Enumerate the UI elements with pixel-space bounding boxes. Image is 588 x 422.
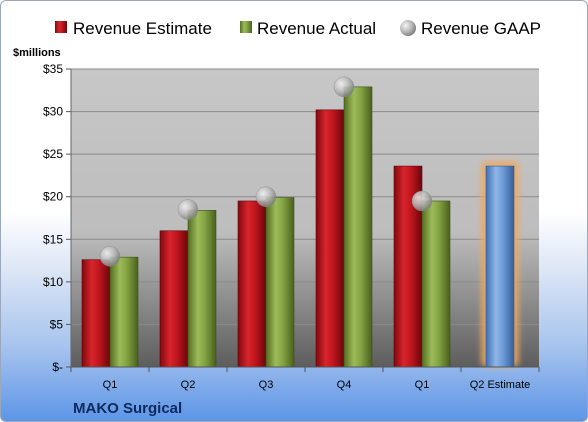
legend-swatch-revenue-estimate xyxy=(55,21,67,33)
x-tick-label: Q2 xyxy=(181,379,196,391)
y-tick-label: $5 xyxy=(50,317,64,331)
bar-revenue-estimate-2 xyxy=(237,200,267,368)
bar-revenue-estimate-1 xyxy=(159,230,189,368)
point-revenue-gaap-2 xyxy=(255,186,277,207)
point-revenue-gaap-1 xyxy=(177,199,199,220)
plot-area xyxy=(71,69,539,367)
y-tick-label: $- xyxy=(52,360,63,374)
bars-layer xyxy=(81,86,519,368)
legend-swatch-revenue-gaap xyxy=(400,20,416,36)
x-axis: Q1 Q2 Q3 Q4 Q1 Q2 Estimate xyxy=(70,366,540,391)
y-tick-label: $20 xyxy=(43,190,63,204)
legend-label-revenue-gaap: Revenue GAAP xyxy=(421,19,541,38)
chart-title: MAKO Surgical xyxy=(73,400,182,417)
x-tick-label: Q1 xyxy=(103,379,118,391)
y-axis: $- $5 $10 $15 $20 $25 $30 $35 xyxy=(43,62,72,374)
y-axis-label: $millions xyxy=(13,47,61,59)
point-revenue-gaap-0 xyxy=(99,246,121,267)
gridlines xyxy=(71,68,539,368)
point-revenue-gaap-3 xyxy=(333,76,355,98)
gaap-points-layer xyxy=(99,76,433,267)
legend-swatch-revenue-actual xyxy=(240,21,252,33)
legend-label-revenue-estimate: Revenue Estimate xyxy=(73,19,212,38)
x-tick-label: Q3 xyxy=(259,379,274,391)
bar-q2-estimate-estimate xyxy=(485,165,515,368)
bar-revenue-actual-3 xyxy=(343,86,373,368)
bar-revenue-estimate-0 xyxy=(81,259,111,368)
x-tick-label: Q2 Estimate xyxy=(470,379,531,391)
y-tick-label: $30 xyxy=(43,105,63,119)
bar-revenue-actual-0 xyxy=(109,256,139,368)
point-revenue-gaap-4 xyxy=(411,190,433,212)
bar-revenue-actual-1 xyxy=(187,210,217,368)
y-tick-label: $10 xyxy=(43,275,63,289)
y-tick-label: $35 xyxy=(43,62,63,76)
y-tick-label: $15 xyxy=(43,232,63,246)
bar-revenue-actual-4 xyxy=(421,200,451,368)
legend-label-revenue-actual: Revenue Actual xyxy=(257,19,376,38)
y-tick-label: $25 xyxy=(43,147,63,161)
x-tick-label: Q1 xyxy=(415,379,430,391)
bar-revenue-actual-2 xyxy=(265,197,295,368)
x-tick-label: Q4 xyxy=(337,379,352,391)
bar-revenue-estimate-3 xyxy=(315,109,345,368)
legend: Revenue Estimate Revenue Actual Revenue … xyxy=(55,19,541,38)
